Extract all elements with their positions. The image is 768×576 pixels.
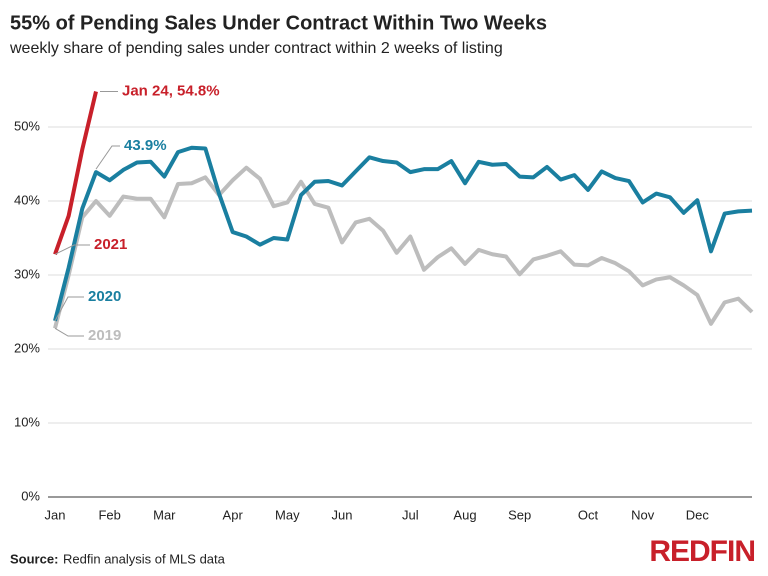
chart-title: 55% of Pending Sales Under Contract With… <box>10 12 547 34</box>
series-label: 2020 <box>88 288 121 305</box>
leader-line <box>54 244 90 255</box>
leader-line <box>54 296 84 322</box>
y-tick-label: 50% <box>14 118 40 133</box>
y-tick-label: 20% <box>14 340 40 355</box>
annotation: Jan 24, 54.8% <box>122 82 220 99</box>
y-tick-label: 40% <box>14 192 40 207</box>
x-tick-label: May <box>275 507 300 522</box>
x-tick-label: Apr <box>223 507 244 522</box>
chart-subtitle: weekly share of pending sales under cont… <box>9 40 503 57</box>
x-tick-label: Jan <box>45 507 66 522</box>
x-tick-label: Jun <box>332 507 353 522</box>
x-tick-label: Aug <box>453 507 476 522</box>
x-tick-label: Jul <box>402 507 419 522</box>
x-tick-label: Oct <box>578 507 599 522</box>
source-label: Source: <box>10 551 58 566</box>
x-tick-label: Mar <box>153 507 176 522</box>
source: Redfin analysis of MLS data <box>63 551 226 566</box>
line-series <box>53 145 753 322</box>
x-tick-label: Feb <box>98 507 120 522</box>
series-label: 2019 <box>88 327 121 344</box>
logo: REDFIN <box>649 535 755 568</box>
x-tick-label: Sep <box>508 507 531 522</box>
annotation: 43.9% <box>124 137 167 154</box>
y-tick-label: 30% <box>14 266 40 281</box>
leader-line <box>95 145 120 170</box>
y-tick-label: 0% <box>21 488 40 503</box>
leader-line <box>54 327 84 337</box>
series-label: 2021 <box>94 236 127 253</box>
line-series <box>53 165 754 329</box>
y-tick-label: 10% <box>14 414 40 429</box>
x-tick-label: Nov <box>631 507 655 522</box>
line-series <box>53 91 98 255</box>
x-tick-label: Dec <box>686 507 710 522</box>
